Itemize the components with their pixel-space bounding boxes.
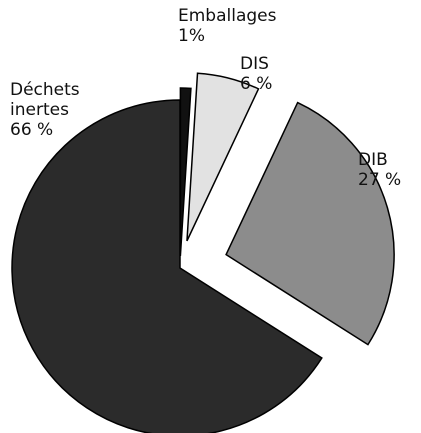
pie-slice xyxy=(11,99,323,433)
label-value: 6 % xyxy=(240,74,273,94)
label-name: DIB xyxy=(358,150,388,170)
slice-label: DIB 27 % xyxy=(358,150,418,190)
pie-slice xyxy=(179,87,192,257)
label-value: 27 % xyxy=(358,170,402,190)
pie-slice xyxy=(225,101,395,346)
label-name: Déchets inertes xyxy=(10,80,80,120)
label-value: 66 % xyxy=(10,120,54,140)
pie-slice xyxy=(186,72,260,242)
label-name: Emballages xyxy=(178,6,277,26)
label-value: 1% xyxy=(178,26,205,46)
slice-label: DIS 6 % xyxy=(240,54,300,94)
slice-label: Déchets inertes 66 % xyxy=(10,80,85,140)
label-name: DIS xyxy=(240,54,269,74)
slice-label: Emballages 1% xyxy=(178,6,288,46)
